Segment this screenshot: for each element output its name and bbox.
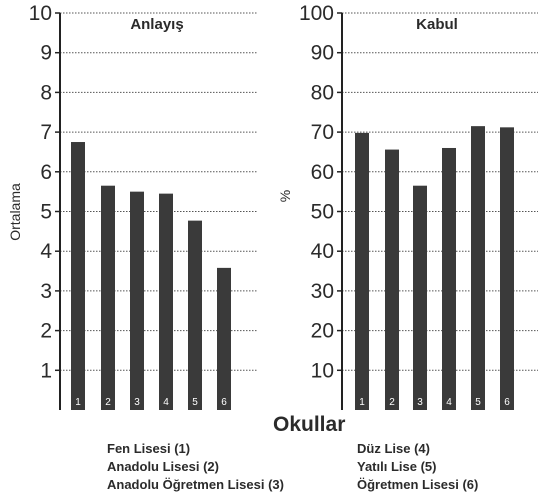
chart1-tick-label: 10: [29, 2, 52, 25]
chart1-bar-category-label: 1: [75, 397, 81, 408]
legend-item-1: Fen Lisesi (1): [107, 441, 191, 456]
chart2-tick-label: 50: [311, 201, 334, 224]
chart1-tick-label: 1: [40, 359, 52, 382]
chart1-bar-category-label: 3: [134, 397, 140, 408]
legend-left: Fen Lisesi (1) Anadolu Lisesi (2) Anadol…: [107, 440, 284, 494]
chart2-bar-category-label: 4: [446, 397, 452, 408]
chart2-tick-label: 10: [311, 359, 334, 382]
legend-item-2: Anadolu Lisesi (2): [107, 459, 219, 474]
legend-item-4: Düz Lise (4): [357, 441, 430, 456]
chart1-bar-category-label: 4: [163, 397, 169, 408]
chart2-tick-label: 20: [311, 320, 334, 343]
chart1-tick-label: 2: [40, 320, 52, 343]
chart2-bar: [355, 132, 369, 411]
chart2-tick-label: 90: [311, 42, 334, 65]
legend-right: Düz Lise (4) Yatılı Lise (5) Öğretmen Li…: [357, 440, 478, 494]
chart2-tick-label: 60: [311, 161, 334, 184]
chart2-bar-category-label: 6: [504, 397, 510, 408]
chart2-bar: [385, 149, 399, 410]
chart2-bar: [471, 126, 485, 411]
chart2-title: Kabul: [416, 16, 458, 33]
chart1-tick-label: 3: [40, 280, 52, 303]
chart1-bar: [130, 191, 144, 410]
chart1-tick-label: 8: [40, 81, 52, 104]
chart2-bar: [442, 147, 456, 411]
chart1-bar-category-label: 2: [105, 397, 111, 408]
chart1-tick-label: 4: [40, 240, 52, 263]
chart1-bar: [159, 193, 173, 410]
chart2-bar: [500, 127, 514, 410]
x-axis-label: Okullar: [273, 413, 346, 436]
chart2-bar: [413, 185, 427, 410]
legend-item-3: Anadolu Öğretmen Lisesi (3): [107, 477, 284, 492]
chart1-bar: [188, 220, 202, 410]
chart2-tick-label: 80: [311, 81, 334, 104]
chart2-tick-label: 70: [311, 121, 334, 144]
chart1-bar: [217, 267, 231, 410]
chart1-tick-label: 7: [40, 121, 52, 144]
chart2-tick-label: 100: [299, 2, 334, 25]
chart1-tick-label: 5: [40, 201, 52, 224]
chart1-title: Anlayış: [130, 16, 183, 33]
chart1-bar-category-label: 5: [192, 397, 198, 408]
legend-item-6: Öğretmen Lisesi (6): [357, 477, 479, 492]
chart2-tick-label: 30: [311, 280, 334, 303]
chart2-bar-category-label: 2: [389, 397, 395, 408]
chart1-bar: [71, 142, 85, 410]
chart1-bar-category-label: 6: [221, 397, 227, 408]
chart1-tick-label: 6: [40, 161, 52, 184]
chart2-bar-category-label: 5: [475, 397, 481, 408]
legend-item-5: Yatılı Lise (5): [357, 459, 437, 474]
chart2-y-axis-label: %: [277, 190, 293, 202]
chart1-bar: [101, 185, 115, 410]
chart1-y-axis-label: Ortalama: [7, 183, 23, 241]
chart2-bar-category-label: 1: [359, 397, 365, 408]
chart2-tick-label: 40: [311, 240, 334, 263]
chart1-tick-label: 9: [40, 42, 52, 65]
chart2-bar-category-label: 3: [417, 397, 423, 408]
